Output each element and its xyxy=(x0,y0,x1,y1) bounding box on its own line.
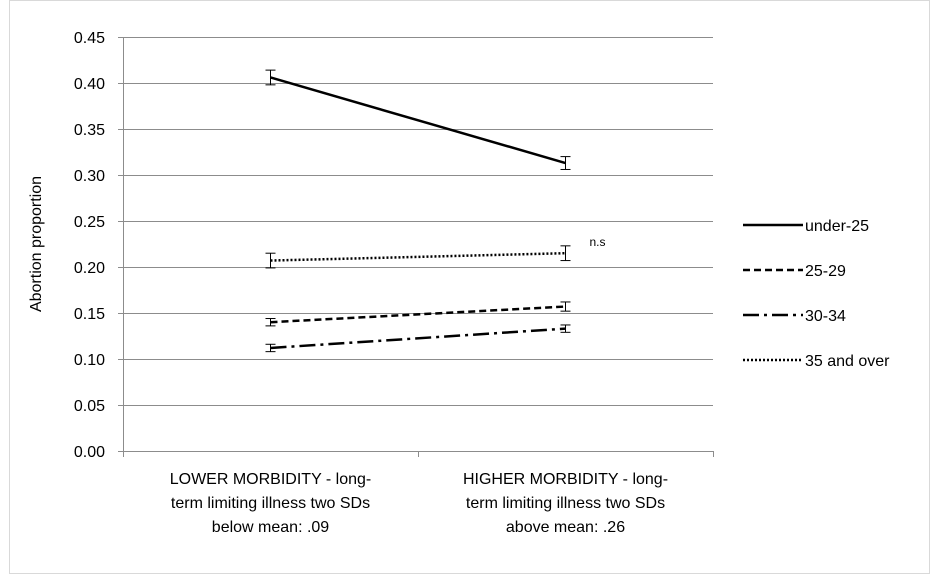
error-bar-25-29 xyxy=(560,301,571,312)
y-tick-label: 0.25 xyxy=(74,214,105,231)
legend-label: 35 and over xyxy=(805,353,890,370)
category-label: HIGHER MORBIDITY - long-term limiting il… xyxy=(463,471,668,536)
y-tick-label: 0.30 xyxy=(74,168,105,185)
legend-label: 30-34 xyxy=(805,308,846,325)
y-axis-title: Abortion proportion xyxy=(28,176,45,312)
category-label: LOWER MORBIDITY - long-term limiting ill… xyxy=(170,471,372,536)
y-tick-labels: 0.00 0.05 0.10 0.15 0.20 0.25 0.30 0.35 0.40 0.45 xyxy=(74,30,105,461)
gridlines xyxy=(123,37,713,406)
annotations: n.s xyxy=(590,235,606,249)
error-bar-30-34 xyxy=(265,343,276,353)
legend-label: under-25 xyxy=(805,218,869,235)
series-lines xyxy=(270,76,566,350)
error-bar-25-29 xyxy=(265,318,276,327)
legend-item-under-25: under-25 xyxy=(743,218,869,235)
y-tick-label: 0.35 xyxy=(74,122,105,139)
error-bar-under-25 xyxy=(560,156,571,170)
category-labels: LOWER MORBIDITY - long-term limiting ill… xyxy=(170,471,668,536)
series-line-under-25 xyxy=(270,76,566,165)
error-bar-35-and-over xyxy=(265,252,276,269)
y-tick-label: 0.05 xyxy=(74,398,105,415)
error-bar-30-34 xyxy=(560,324,571,333)
series-line-35-and-over xyxy=(270,251,566,262)
error-bar-under-25 xyxy=(265,69,276,86)
y-tick-label: 0.45 xyxy=(74,30,105,47)
series-line-25-29 xyxy=(270,305,566,324)
y-tick-label: 0.10 xyxy=(74,352,105,369)
legend-label: 25-29 xyxy=(805,263,846,280)
y-tick-label: 0.15 xyxy=(74,306,105,323)
error-bar-35-and-over xyxy=(560,245,571,262)
y-tick-label: 0.40 xyxy=(74,76,105,93)
error-bars xyxy=(265,69,571,353)
legend-item-25-29: 25-29 xyxy=(743,263,846,280)
legend-item-30-34: 30-34 xyxy=(743,308,846,325)
legend-item-35-and-over: 35 and over xyxy=(743,353,890,370)
axes xyxy=(118,37,714,457)
y-tick-label: 0.20 xyxy=(74,260,105,277)
legend: under-25 25-29 30-34 35 and over xyxy=(743,218,890,370)
chart-frame xyxy=(9,0,930,574)
y-tick-label: 0.00 xyxy=(74,444,105,461)
series-line-30-34 xyxy=(270,327,566,350)
annotation-label: n.s xyxy=(590,235,606,249)
